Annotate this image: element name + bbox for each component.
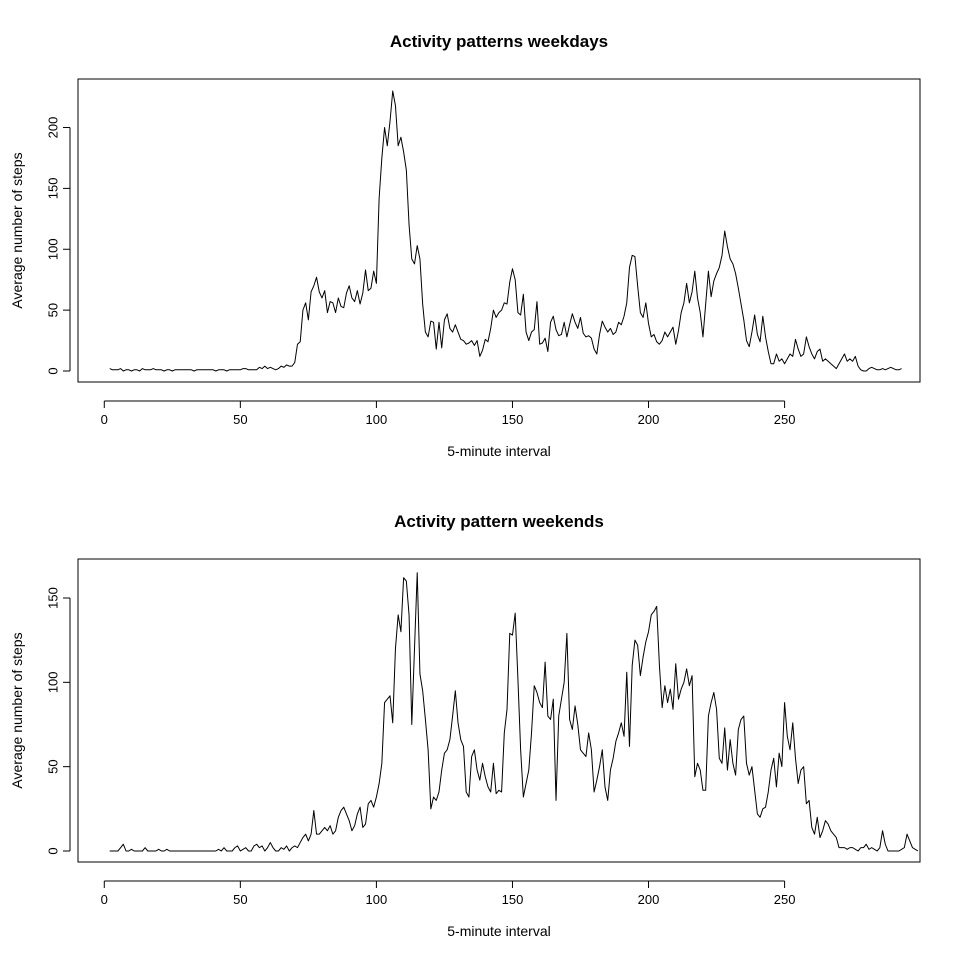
chart-2-title: Activity pattern weekends: [394, 512, 604, 531]
chart-1-title: Activity patterns weekdays: [390, 32, 608, 51]
chart-1: Activity patterns weekdays 0 50 100 150 200 25…: [9, 32, 921, 459]
chart-1-x-tick-label: 0: [101, 412, 108, 427]
chart-2: Activity pattern weekends 0 50 100 150 200 250…: [9, 512, 921, 939]
chart-2-y-tick-label: 100: [46, 671, 61, 693]
chart-1-y-tick-label: 150: [46, 178, 61, 200]
chart-1-y-tick-label: 0: [46, 367, 61, 374]
chart-2-y-axis-label: Average number of steps: [9, 632, 25, 788]
chart-2-y-tick-label: 150: [46, 587, 61, 609]
chart-2-series-line-1: [109, 572, 919, 852]
chart-1-y-tick-label: 200: [46, 117, 61, 139]
chart-2-x-tick-label: 100: [366, 892, 388, 907]
chart-2-x-tick-label: 150: [502, 892, 524, 907]
chart-1-x-tick-label: 100: [366, 412, 388, 427]
chart-1-x-tick-label: 200: [638, 412, 660, 427]
chart-2-x-axis-label: 5-minute interval: [447, 923, 551, 939]
chart-2-y-tick-label: 50: [46, 759, 61, 773]
chart-2-x-tick-label: 200: [638, 892, 660, 907]
chart-1-x-tick-label: 250: [774, 412, 796, 427]
chart-1-x-tick-label: 150: [502, 412, 524, 427]
chart-2-y-tick-label: 0: [46, 847, 61, 854]
chart-1-y-tick-label: 100: [46, 238, 61, 260]
chart-1-y-tick-label: 50: [46, 303, 61, 317]
chart-2-x-tick-label: 50: [233, 892, 247, 907]
chart-1-series-line-1: [109, 90, 902, 372]
chart-1-plot-frame: [77, 78, 921, 383]
chart-2-plot-frame: [77, 558, 921, 863]
chart-1-x-axis-label: 5-minute interval: [447, 443, 551, 459]
chart-1-x-tick-label: 50: [233, 412, 247, 427]
chart-2-x-tick-label: 250: [774, 892, 796, 907]
chart-1-y-axis-label: Average number of steps: [9, 152, 25, 308]
chart-2-x-tick-label: 0: [101, 892, 108, 907]
